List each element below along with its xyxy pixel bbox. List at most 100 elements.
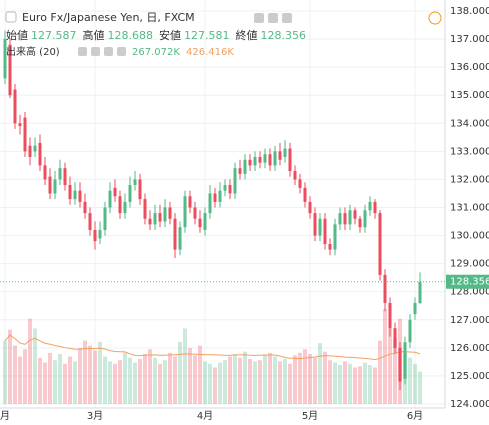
volume-bar bbox=[143, 354, 147, 404]
y-tick-label: 131.000 bbox=[450, 203, 489, 214]
ohlc-value: 127.587 bbox=[31, 29, 77, 42]
volume-bar bbox=[218, 362, 222, 404]
y-tick-label: 130.000 bbox=[450, 231, 489, 242]
volume-bar bbox=[313, 357, 317, 404]
volume-bar bbox=[188, 347, 192, 404]
volume-bar bbox=[118, 360, 122, 404]
volume-bar bbox=[53, 360, 57, 404]
icon[interactable] bbox=[117, 47, 126, 56]
volume-bar bbox=[108, 361, 112, 404]
candle-body bbox=[118, 196, 122, 214]
x-tick-label: 月 bbox=[0, 410, 10, 422]
volume-bar bbox=[413, 363, 417, 404]
candle-body bbox=[378, 213, 382, 275]
candle-body bbox=[158, 213, 162, 222]
candle-body bbox=[233, 168, 237, 194]
volume-bar bbox=[138, 358, 142, 404]
volume-bar bbox=[283, 358, 287, 404]
candle-body bbox=[58, 168, 62, 180]
candle-body bbox=[68, 185, 72, 200]
candle-body bbox=[133, 179, 137, 186]
volume-ma-line bbox=[4, 334, 421, 360]
candle-body bbox=[208, 193, 212, 214]
candle-body bbox=[238, 168, 242, 174]
volume-bar bbox=[183, 328, 187, 404]
x-tick-label: 6月 bbox=[407, 410, 423, 422]
volume-bar bbox=[148, 349, 152, 404]
candle-body bbox=[318, 218, 322, 236]
icon[interactable] bbox=[104, 47, 113, 56]
volume-bar bbox=[3, 340, 7, 404]
candle-body bbox=[13, 89, 17, 124]
volume-bar bbox=[228, 356, 232, 404]
volume-bar bbox=[43, 362, 47, 404]
volume-bar bbox=[8, 329, 12, 404]
volume-bar bbox=[223, 360, 227, 404]
volume-bar bbox=[158, 363, 162, 404]
icon[interactable] bbox=[282, 13, 292, 23]
candle-body bbox=[168, 207, 172, 219]
candle-body bbox=[388, 302, 392, 329]
volume-bar bbox=[133, 362, 137, 404]
candle-body bbox=[178, 227, 182, 250]
volume-bar bbox=[378, 340, 382, 404]
candle-body bbox=[248, 159, 252, 166]
volume-bar bbox=[343, 361, 347, 404]
candle-body bbox=[8, 44, 12, 96]
candle-body bbox=[393, 328, 397, 348]
volume-bar bbox=[338, 365, 342, 404]
volume-bar bbox=[113, 363, 117, 404]
candle-body bbox=[308, 201, 312, 214]
y-tick-label: 134.000 bbox=[450, 118, 489, 129]
volume-bar bbox=[63, 363, 67, 404]
volume-bar bbox=[268, 352, 272, 404]
candle-body bbox=[383, 274, 387, 303]
candle-body bbox=[303, 187, 307, 202]
volume-bar bbox=[238, 357, 242, 404]
ohlc-name: 高値 bbox=[83, 28, 105, 42]
y-tick-label: 137.000 bbox=[450, 34, 489, 45]
ohlc-name: 終値 bbox=[236, 28, 258, 42]
volume-bar bbox=[243, 351, 247, 404]
candle-body bbox=[43, 165, 47, 180]
candle-body bbox=[403, 342, 407, 379]
volume-bar bbox=[363, 362, 367, 404]
candle-body bbox=[123, 201, 127, 214]
candle-body bbox=[138, 179, 142, 200]
volume-bar bbox=[48, 352, 52, 404]
volume-bar bbox=[38, 357, 42, 404]
chart-title: Euro Fx/Japanese Yen, 日, FXCM bbox=[22, 11, 195, 24]
candle-body bbox=[98, 229, 102, 239]
last-price-box bbox=[446, 274, 489, 289]
y-tick-label: 135.000 bbox=[450, 90, 489, 101]
icon[interactable] bbox=[91, 47, 100, 56]
volume-bar bbox=[348, 363, 352, 404]
candle-body bbox=[63, 168, 67, 186]
y-tick-label: 136.000 bbox=[450, 62, 489, 73]
volume-bar bbox=[208, 363, 212, 404]
volume-bar bbox=[373, 367, 377, 404]
icon[interactable] bbox=[268, 13, 278, 23]
symbol-menu[interactable] bbox=[5, 11, 17, 23]
candle-body bbox=[253, 156, 257, 166]
alert-icon[interactable] bbox=[428, 11, 442, 25]
volume-bar bbox=[233, 354, 237, 404]
volume-bar bbox=[323, 351, 327, 404]
volume-bar bbox=[308, 354, 312, 404]
candle-body bbox=[148, 218, 152, 225]
last-price-label: 128.356 bbox=[450, 277, 489, 288]
candle-body bbox=[413, 302, 417, 315]
volume-bar bbox=[18, 356, 22, 404]
volume-bar bbox=[368, 365, 372, 404]
candle-body bbox=[218, 190, 222, 202]
icon[interactable] bbox=[254, 13, 264, 23]
icon[interactable] bbox=[78, 47, 87, 56]
candle-body bbox=[198, 218, 202, 228]
candle-body bbox=[408, 319, 412, 343]
volume-bar bbox=[13, 345, 17, 404]
candle-body bbox=[53, 179, 57, 194]
volume-bar bbox=[193, 355, 197, 404]
candle-body bbox=[228, 185, 232, 194]
candle-body bbox=[128, 185, 132, 202]
